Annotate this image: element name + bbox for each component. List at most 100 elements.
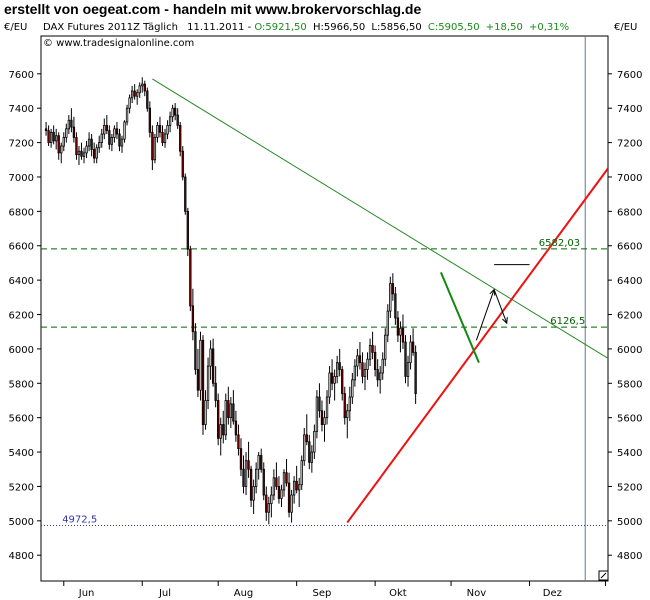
candle-body: [77, 150, 81, 156]
candle-body: [414, 351, 417, 395]
y-tick-label-right: 6400: [617, 276, 642, 287]
candle: [353, 359, 357, 387]
candle: [272, 469, 276, 501]
candle: [108, 125, 111, 150]
candle: [184, 173, 187, 215]
unit-label-right: €/EU: [614, 22, 637, 33]
candle: [146, 87, 149, 112]
candle: [290, 489, 293, 523]
candle-body: [358, 355, 362, 364]
candle-body: [95, 147, 98, 159]
candle: [409, 335, 412, 370]
candle-body: [125, 107, 129, 123]
candle: [49, 128, 53, 148]
candle-body: [80, 150, 83, 157]
candle: [389, 276, 392, 318]
candle: [60, 142, 63, 164]
candle-body: [406, 362, 410, 377]
candle-body: [184, 176, 187, 212]
candle: [394, 287, 397, 325]
candle: [110, 133, 114, 152]
x-tick-label: Jul: [158, 588, 171, 599]
candle-body: [310, 451, 314, 463]
y-tick-label-right: 5400: [617, 448, 642, 459]
candle: [280, 484, 283, 508]
candle: [368, 338, 372, 367]
candle: [138, 82, 141, 98]
candle-body: [214, 382, 217, 401]
candle: [257, 452, 260, 480]
candle-body: [267, 503, 270, 513]
candle: [186, 207, 189, 257]
candle: [75, 132, 78, 160]
candle-body: [234, 420, 238, 436]
candle-body: [244, 460, 248, 487]
candle-body: [179, 125, 182, 152]
candle-body: [100, 133, 103, 143]
candle: [148, 101, 152, 138]
candle: [118, 128, 121, 152]
y-tick-label-left: 6400: [9, 276, 34, 287]
candle-body: [275, 477, 278, 487]
candle: [151, 125, 154, 171]
candle: [356, 348, 359, 377]
candle-body: [194, 331, 197, 370]
candle: [249, 465, 253, 508]
y-tick-label-left: 5000: [9, 517, 34, 528]
candle-body: [409, 341, 412, 364]
y-tick-label-right: 6000: [617, 345, 642, 356]
candle-body: [151, 131, 154, 161]
candle-body: [148, 107, 152, 133]
ohlc-change: +18,50: [486, 22, 523, 33]
candle: [366, 352, 369, 380]
candle: [325, 390, 329, 425]
candle: [204, 390, 207, 430]
y-tick-label-right: 7200: [617, 139, 642, 150]
candle: [386, 304, 389, 343]
candle-body: [138, 85, 141, 94]
candle: [404, 335, 407, 384]
candle-body: [348, 396, 351, 412]
candle: [201, 335, 205, 435]
candle: [254, 462, 258, 494]
candle-body: [247, 460, 250, 470]
candle-body: [173, 107, 177, 116]
candle-body: [217, 400, 220, 439]
candle: [92, 142, 96, 164]
candle: [143, 80, 146, 97]
candle: [277, 476, 281, 504]
candle-body: [44, 128, 48, 131]
x-tick-label: Nov: [467, 588, 487, 599]
candle: [163, 128, 167, 148]
candles: [44, 77, 417, 525]
candle: [90, 133, 93, 157]
candle: [95, 144, 98, 164]
candle-body: [287, 482, 291, 513]
candle: [391, 273, 395, 301]
candle-body: [325, 396, 329, 419]
y-tick-label-right: 5000: [617, 517, 642, 528]
candle-body: [285, 472, 288, 484]
candle: [55, 128, 58, 150]
candle: [346, 403, 349, 439]
candle-body: [303, 434, 306, 462]
candle: [199, 331, 202, 401]
candle-body: [103, 125, 106, 135]
candle: [343, 386, 346, 425]
candle: [244, 452, 248, 496]
candle: [130, 85, 134, 104]
resize-corner-icon[interactable]: [598, 570, 609, 581]
candle: [373, 345, 377, 377]
candle: [320, 400, 324, 432]
arrow-head: [502, 317, 508, 325]
candle: [401, 314, 405, 349]
candle-body: [72, 126, 76, 138]
y-tick-label-left: 5800: [9, 379, 34, 390]
x-tick-label: Aug: [234, 588, 254, 599]
candle: [191, 288, 195, 341]
candle-body: [353, 365, 357, 381]
candle: [141, 77, 144, 93]
candle: [308, 434, 311, 470]
y-tick-label-right: 7400: [617, 104, 642, 115]
candle: [292, 476, 296, 504]
